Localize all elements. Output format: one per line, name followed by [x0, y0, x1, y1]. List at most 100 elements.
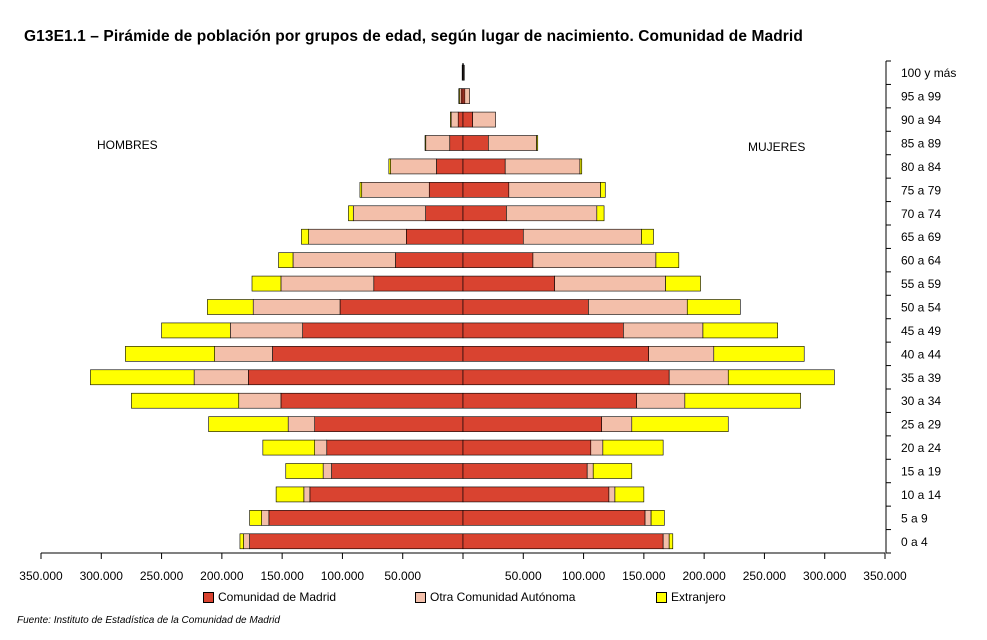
bar-women-comunidad-de-madrid-5 [462, 182, 510, 198]
bar-men-comunidad-de-madrid-7 [406, 228, 464, 245]
bar-women-extranjero-13 [727, 369, 835, 386]
bar-women-otra-comunidad-aut-noma-14 [636, 392, 686, 409]
age-group-label: 10 a 14 [901, 488, 941, 502]
bar-men-extranjero-17 [285, 463, 324, 479]
bar-women-otra-comunidad-aut-noma-13 [668, 369, 729, 386]
bar-men-otra-comunidad-aut-noma-11 [229, 322, 303, 339]
bar-women-otra-comunidad-aut-noma-8 [532, 252, 657, 268]
bar-men-otra-comunidad-aut-noma-13 [193, 369, 249, 386]
men-label: HOMBRES [97, 138, 158, 152]
bar-women-otra-comunidad-aut-noma-2 [472, 111, 496, 128]
bar-women-comunidad-de-madrid-12 [462, 346, 649, 362]
age-group-label: 85 a 89 [901, 137, 941, 151]
legend-swatch [656, 591, 667, 603]
chart-title: G13E1.1 – Pirámide de población por grup… [24, 28, 803, 45]
bar-women-otra-comunidad-aut-noma-17 [586, 463, 594, 479]
bar-men-comunidad-de-madrid-12 [272, 346, 464, 362]
bar-women-comunidad-de-madrid-16 [462, 439, 592, 456]
legend-swatch [203, 591, 214, 603]
bar-women-comunidad-de-madrid-9 [462, 275, 555, 292]
bar-men-extranjero-16 [262, 439, 315, 456]
bar-men-otra-comunidad-aut-noma-6 [352, 205, 426, 222]
bar-men-extranjero-1 [458, 88, 460, 104]
bar-men-otra-comunidad-aut-noma-5 [361, 182, 430, 198]
bar-women-otra-comunidad-aut-noma-5 [508, 182, 601, 198]
x-tick-label: 50.000 [384, 569, 421, 583]
legend-label: Comunidad de Madrid [218, 590, 337, 604]
age-group-label: 65 a 69 [901, 230, 941, 244]
age-group-label: 60 a 64 [901, 254, 941, 268]
bar-men-extranjero-7 [301, 228, 309, 245]
bar-women-comunidad-de-madrid-17 [462, 463, 588, 479]
bar-women-comunidad-de-madrid-13 [462, 369, 670, 386]
age-group-label: 55 a 59 [901, 277, 941, 291]
bar-men-comunidad-de-madrid-20 [249, 533, 464, 550]
bar-women-otra-comunidad-aut-noma-7 [522, 228, 642, 245]
age-group-label: 15 a 19 [901, 465, 941, 479]
age-group-label: 45 a 49 [901, 324, 941, 338]
x-tick-label: 150.000 [260, 569, 304, 583]
bar-women-extranjero-17 [592, 463, 633, 479]
legend-label: Otra Comunidad Autónoma [430, 590, 576, 604]
bar-women-otra-comunidad-aut-noma-4 [504, 158, 581, 175]
bar-women-comunidad-de-madrid-8 [462, 252, 534, 268]
age-group-label: 70 a 74 [901, 207, 941, 221]
bar-women-extranjero-14 [684, 392, 801, 409]
bar-men-otra-comunidad-aut-noma-3 [425, 135, 451, 151]
bar-men-comunidad-de-madrid-11 [302, 322, 464, 339]
bar-men-extranjero-5 [359, 182, 363, 198]
bar-men-extranjero-13 [90, 369, 195, 386]
bar-women-extranjero-16 [602, 439, 664, 456]
bar-women-comunidad-de-madrid-2 [462, 111, 473, 128]
bar-women-otra-comunidad-aut-noma-6 [506, 205, 598, 222]
bar-men-comunidad-de-madrid-10 [339, 299, 464, 315]
bar-men-extranjero-11 [161, 322, 231, 339]
bar-men-otra-comunidad-aut-noma-2 [450, 111, 459, 128]
bar-women-extranjero-9 [665, 275, 701, 292]
bar-men-comunidad-de-madrid-9 [373, 275, 464, 292]
bar-men-extranjero-4 [388, 158, 391, 175]
bar-men-extranjero-20 [239, 533, 244, 550]
x-tick-label: 200.000 [200, 569, 244, 583]
bar-men-otra-comunidad-aut-noma-19 [261, 510, 270, 526]
bar-women-extranjero-8 [655, 252, 680, 268]
bar-women-otra-comunidad-aut-noma-3 [488, 135, 537, 151]
bar-men-extranjero-12 [125, 346, 215, 362]
bar-women-extranjero-10 [686, 299, 741, 315]
bar-women-extranjero-6 [596, 205, 605, 222]
bar-women-extranjero-15 [631, 416, 729, 432]
bar-men-otra-comunidad-aut-noma-17 [322, 463, 332, 479]
bar-women-extranjero-19 [650, 510, 665, 526]
legend-label: Extranjero [671, 590, 726, 604]
bar-men-comunidad-de-madrid-6 [425, 205, 464, 222]
age-group-label: 0 a 4 [901, 535, 928, 549]
bar-men-comunidad-de-madrid-16 [326, 439, 464, 456]
bar-men-otra-comunidad-aut-noma-16 [314, 439, 328, 456]
age-group-label: 75 a 79 [901, 183, 941, 197]
bar-women-extranjero-5 [600, 182, 606, 198]
source-note: Fuente: Instituto de Estadística de la C… [17, 615, 280, 626]
bar-women-extranjero-4 [579, 158, 583, 175]
bar-men-comunidad-de-madrid-18 [309, 486, 464, 503]
men-bars [90, 64, 464, 550]
age-group-label: 40 a 44 [901, 347, 941, 361]
age-group-label: 80 a 84 [901, 160, 941, 174]
bar-men-otra-comunidad-aut-noma-12 [214, 346, 273, 362]
bar-men-extranjero-10 [207, 299, 254, 315]
x-tick-label: 350.000 [19, 569, 63, 583]
bar-men-extranjero-9 [251, 275, 282, 292]
bar-women-extranjero-20 [668, 533, 674, 550]
bar-men-otra-comunidad-aut-noma-14 [238, 392, 282, 409]
bar-women-comunidad-de-madrid-11 [462, 322, 624, 339]
x-tick-label: 350.000 [863, 569, 907, 583]
bar-men-comunidad-de-madrid-15 [314, 416, 464, 432]
women-label: MUJERES [748, 140, 806, 154]
bar-men-extranjero-8 [278, 252, 294, 268]
bar-men-otra-comunidad-aut-noma-10 [252, 299, 341, 315]
bar-men-comunidad-de-madrid-13 [248, 369, 464, 386]
bar-women-otra-comunidad-aut-noma-1 [464, 88, 470, 104]
bar-women-comunidad-de-madrid-3 [462, 135, 489, 151]
bar-women-comunidad-de-madrid-15 [462, 416, 602, 432]
bar-women-otra-comunidad-aut-noma-10 [588, 299, 688, 315]
